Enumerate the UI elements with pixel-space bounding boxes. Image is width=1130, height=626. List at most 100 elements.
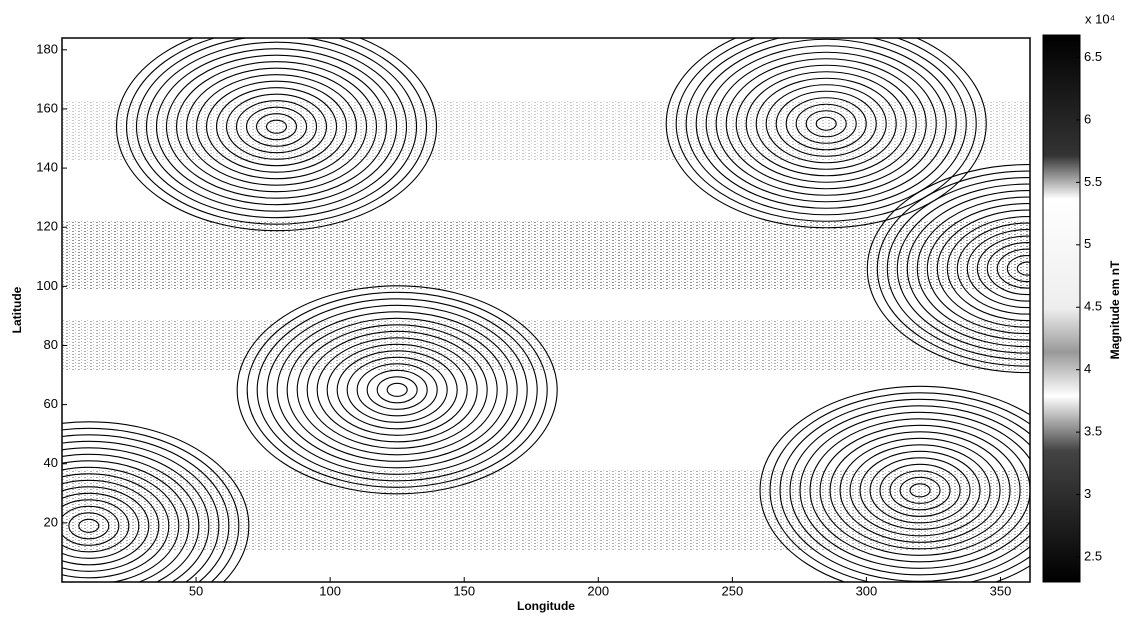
contour-line xyxy=(916,196,1030,341)
contour-line xyxy=(266,304,528,475)
contour-line xyxy=(296,324,498,456)
contour-line xyxy=(316,337,478,443)
x-tick-label: 250 xyxy=(722,583,744,598)
contour-line xyxy=(78,518,100,533)
x-tick-label: 150 xyxy=(453,583,475,598)
contour-line xyxy=(175,61,378,193)
contour-line xyxy=(68,512,110,540)
contour-line xyxy=(866,164,1030,374)
contour-line xyxy=(215,87,338,167)
contour-line xyxy=(62,505,120,546)
y-tick-label: 40 xyxy=(44,455,58,470)
contour-line xyxy=(886,177,1030,361)
contour-line xyxy=(62,499,130,553)
contour-line xyxy=(62,434,230,582)
colorbar-tick-label: 3.5 xyxy=(1084,424,1102,439)
contour-line xyxy=(205,80,348,173)
contour-line xyxy=(819,424,1021,556)
contour-line xyxy=(685,38,967,216)
contour-line xyxy=(276,311,518,469)
y-tick-label: 20 xyxy=(44,514,58,529)
colorbar-tick-label: 5 xyxy=(1084,236,1091,251)
contour-line xyxy=(185,67,368,186)
contour-line xyxy=(62,492,140,559)
contour-line xyxy=(116,38,438,232)
contour-line xyxy=(386,382,408,397)
contour-line xyxy=(966,229,1030,309)
contour-line xyxy=(899,476,941,504)
contour-line xyxy=(235,100,318,154)
contour-line xyxy=(165,54,388,199)
contour-line xyxy=(906,190,1030,348)
colorbar-tick-label: 6.5 xyxy=(1084,49,1102,64)
contour-line xyxy=(62,453,200,582)
contour-line xyxy=(926,203,1030,335)
contour-line xyxy=(236,285,558,495)
contour-line xyxy=(155,48,398,206)
y-tick-label: 180 xyxy=(36,41,58,56)
contour-line xyxy=(996,248,1030,289)
contour-line xyxy=(876,170,1030,367)
contour-line xyxy=(759,385,1030,582)
x-tick-label: 50 xyxy=(189,583,203,598)
contour-line xyxy=(755,77,897,170)
contour-line xyxy=(246,291,548,488)
contour-line xyxy=(62,427,240,582)
contour-line xyxy=(735,64,917,183)
shading xyxy=(62,100,1030,550)
contour-line xyxy=(769,392,1030,582)
x-tick-label: 300 xyxy=(856,583,878,598)
y-tick-label: 100 xyxy=(36,278,58,293)
contour-line xyxy=(286,317,508,462)
contour-line xyxy=(715,51,937,196)
contour-line xyxy=(665,38,987,229)
contour-line xyxy=(376,376,418,404)
contour-line xyxy=(62,466,180,582)
contour-line xyxy=(849,444,991,537)
y-tick-label: 140 xyxy=(36,160,58,175)
colorbar-label: Magnitude em nT xyxy=(1108,260,1122,359)
contour-line xyxy=(245,106,308,147)
contour-line xyxy=(956,222,1030,315)
contour-line xyxy=(936,209,1030,328)
y-tick-label: 160 xyxy=(36,100,58,115)
colorbar-exponent: x 10⁴ xyxy=(1085,11,1115,26)
colorbar-tick-label: 5.5 xyxy=(1084,174,1102,189)
contour-line xyxy=(795,103,857,144)
contour-line xyxy=(695,38,957,209)
contour-line xyxy=(815,116,837,131)
contour-line xyxy=(145,41,408,212)
contour-line xyxy=(839,437,1001,543)
contour-line xyxy=(775,90,877,157)
colorbar-tick-label: 2.5 xyxy=(1084,548,1102,563)
x-axis-label: Longitude xyxy=(517,599,575,613)
contour-line xyxy=(859,450,981,530)
contour-line xyxy=(909,483,931,498)
y-tick-label: 120 xyxy=(36,219,58,234)
colorbar-tick-label: 6 xyxy=(1084,111,1091,126)
contour-line xyxy=(889,470,951,511)
colorbar xyxy=(1042,34,1081,583)
contour-line xyxy=(255,113,298,141)
contour-line xyxy=(805,110,847,138)
contour-line xyxy=(62,421,250,582)
contour-line xyxy=(745,71,907,177)
contour-line xyxy=(725,58,927,190)
contour-line xyxy=(225,93,328,160)
contour-line xyxy=(265,119,288,134)
contour-line xyxy=(126,38,428,225)
x-tick-label: 100 xyxy=(319,583,341,598)
contour-line xyxy=(986,242,1030,296)
contour-line xyxy=(62,440,220,582)
contour-line xyxy=(675,38,977,222)
contour-line xyxy=(879,463,961,517)
contours xyxy=(62,38,1030,582)
contour-line xyxy=(136,38,418,219)
y-tick-label: 60 xyxy=(44,396,58,411)
contour-line xyxy=(869,457,971,524)
contour-line xyxy=(62,486,150,566)
colorbar-tick-label: 3 xyxy=(1084,486,1091,501)
contour-line xyxy=(195,74,358,180)
contour-line xyxy=(62,473,170,579)
contour-line xyxy=(789,405,1030,576)
